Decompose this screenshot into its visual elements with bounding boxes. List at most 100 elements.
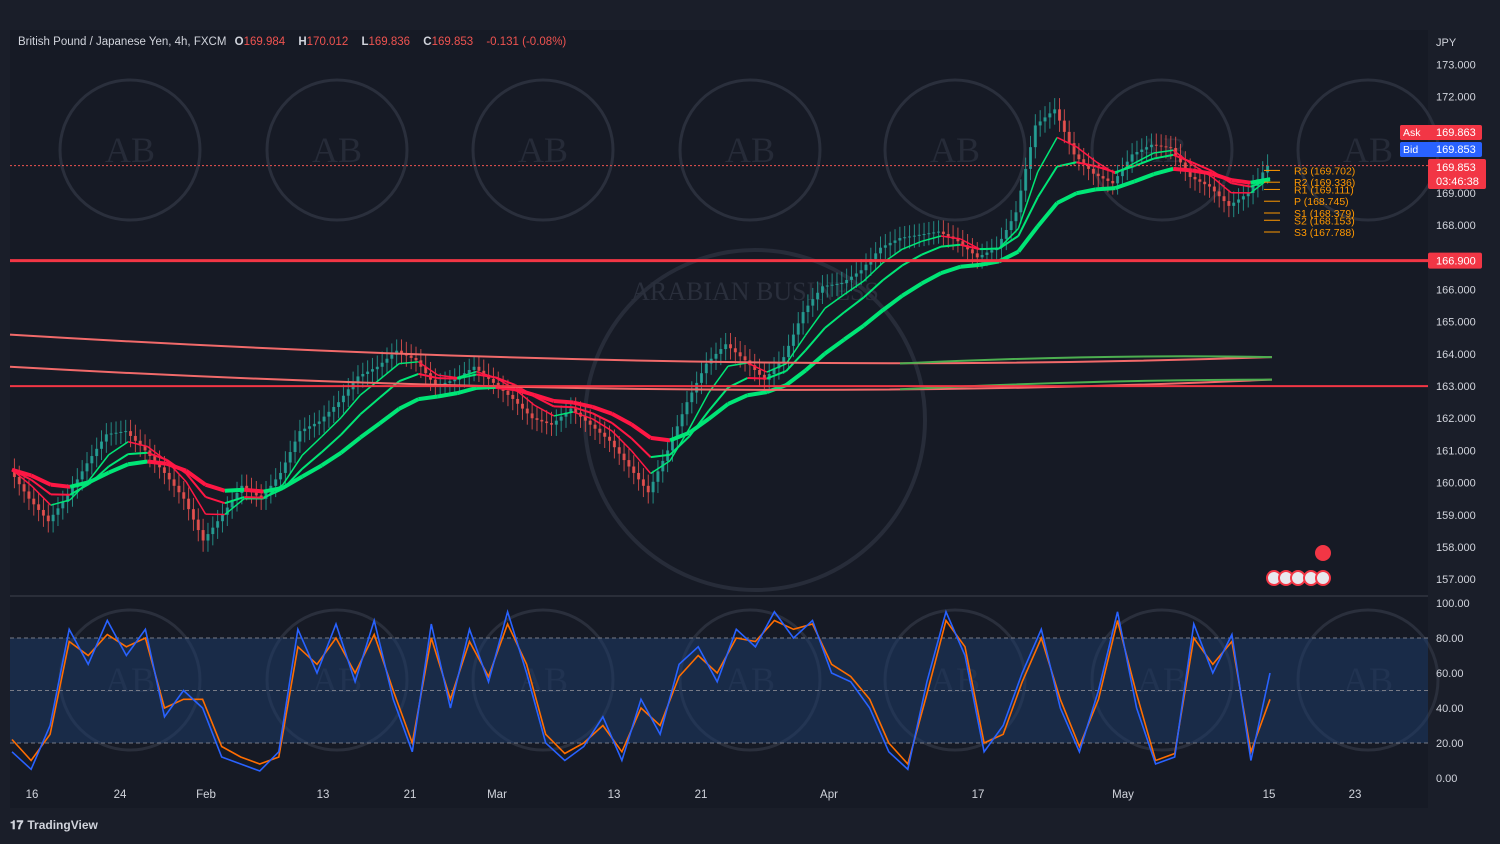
moving-average-segment <box>1211 176 1232 194</box>
candle-body <box>1164 146 1168 148</box>
long-ma-upper-green <box>899 355 1273 365</box>
candle-body <box>361 374 365 377</box>
candle-body <box>448 381 452 383</box>
candle-body <box>1096 173 1100 177</box>
candle-body <box>153 456 157 462</box>
moving-average-segment <box>592 418 613 432</box>
candle-body <box>564 412 568 417</box>
candle-body <box>656 471 660 482</box>
candle-body <box>424 366 428 374</box>
moving-average-segment <box>88 454 110 481</box>
moving-average-segment <box>321 417 342 438</box>
level-price-badge <box>1428 252 1482 269</box>
candle-body <box>1116 176 1120 184</box>
moving-average-segment <box>747 377 767 380</box>
candle-body <box>608 436 612 441</box>
moving-average-segment <box>224 487 245 493</box>
stochastic-k-line <box>11 608 1271 772</box>
candle-body <box>119 431 123 433</box>
pivot-label: S1 (168.379) <box>1294 208 1355 220</box>
candle-body <box>588 420 592 425</box>
candle-body <box>327 411 331 417</box>
moving-average-segment <box>1250 177 1271 185</box>
candle-body <box>390 354 394 359</box>
moving-average-segment <box>418 394 439 402</box>
moving-average-segment <box>669 430 691 443</box>
time-axis-label: Apr <box>820 789 838 801</box>
candle-body <box>530 413 534 419</box>
candle-body <box>685 402 689 415</box>
moving-average-segment <box>862 308 885 328</box>
candle-body <box>1009 221 1013 231</box>
moving-average-segment <box>1017 196 1039 237</box>
candle-body <box>729 344 733 349</box>
moving-average-segment <box>1114 179 1136 191</box>
candle-body <box>80 471 84 480</box>
candle-body <box>187 498 191 510</box>
time-axis-label: 23 <box>1349 789 1362 801</box>
candle-body <box>511 394 515 399</box>
moving-average-segment <box>456 385 478 396</box>
pivot-label: R3 (169.702) <box>1294 165 1355 177</box>
moving-average-segment <box>1172 153 1193 164</box>
candle-body <box>874 253 878 259</box>
candle-body <box>617 447 621 454</box>
tradingview-brand[interactable]: 𝟏𝟕 TradingView <box>10 818 98 833</box>
moving-average-segment <box>301 451 323 470</box>
candle-body <box>100 441 104 449</box>
ask-price-badge-tag <box>1400 125 1424 140</box>
candle-body <box>1217 191 1221 197</box>
candle-body <box>1067 131 1071 144</box>
moving-average-segment <box>534 395 555 408</box>
price-tick-label: 169.000 <box>1436 188 1476 200</box>
candle-body <box>714 353 718 359</box>
candle-body <box>627 460 631 467</box>
time-axis-label: 17 <box>972 789 985 801</box>
moving-average-segment <box>88 470 110 484</box>
candle-body <box>554 420 558 425</box>
candle-body <box>279 472 283 480</box>
moving-average-segment <box>437 374 458 379</box>
moving-average-segment <box>611 430 632 452</box>
open-label: O169.984 <box>234 36 286 48</box>
candle-body <box>970 249 974 254</box>
moving-average-segment <box>688 417 710 435</box>
moving-average-segment <box>147 459 168 466</box>
price-tick-label: 162.000 <box>1436 413 1476 425</box>
price-tick-label: 165.000 <box>1436 317 1476 329</box>
candle-body <box>90 456 94 464</box>
candle-body <box>753 365 757 370</box>
moving-average-segment <box>11 467 32 478</box>
moving-average-segment <box>630 437 652 458</box>
moving-average-segment <box>901 281 923 298</box>
candle-body <box>1014 212 1018 222</box>
moving-average-segment <box>960 262 980 269</box>
candle-body <box>375 366 379 370</box>
candle-body <box>695 382 699 393</box>
moving-average-segment <box>920 271 942 286</box>
pivot-label: P (168.745) <box>1294 196 1349 208</box>
oscillator-tick-label: 80.00 <box>1436 633 1464 645</box>
candle-body <box>46 515 50 522</box>
moving-average-segment <box>901 240 922 250</box>
moving-average-segment <box>166 461 187 473</box>
candle-body <box>535 418 539 420</box>
moving-average-segment <box>824 311 845 329</box>
candle-body <box>1072 143 1076 155</box>
moving-average-segment <box>630 450 652 474</box>
moving-average-segment <box>1172 149 1194 166</box>
moving-average-segment <box>553 411 574 417</box>
candle-body <box>308 426 312 429</box>
candle-body <box>1193 176 1197 180</box>
candle-body <box>787 345 791 358</box>
candle-body <box>1140 149 1144 152</box>
candle-body <box>17 476 21 485</box>
moving-average-segment <box>1153 166 1174 177</box>
moving-average-segment <box>785 334 807 365</box>
candle-body <box>1208 184 1212 187</box>
candle-body <box>719 349 723 354</box>
candle-body <box>806 305 810 313</box>
candle-body <box>409 355 413 358</box>
candle-body <box>1101 176 1105 179</box>
